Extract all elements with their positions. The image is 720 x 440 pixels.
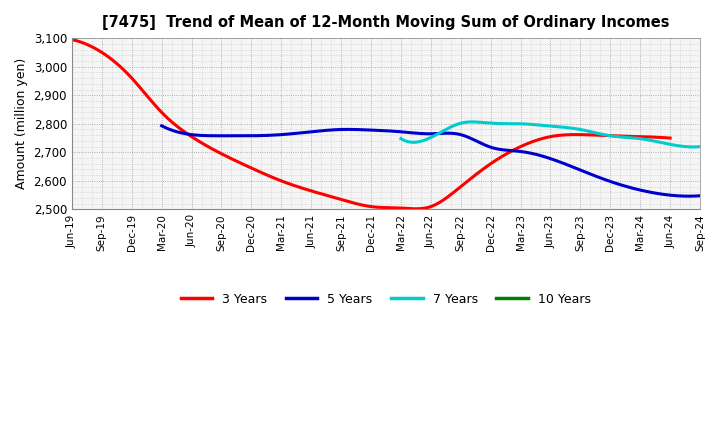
Legend: 3 Years, 5 Years, 7 Years, 10 Years: 3 Years, 5 Years, 7 Years, 10 Years: [176, 288, 595, 311]
Y-axis label: Amount (million yen): Amount (million yen): [15, 58, 28, 189]
Title: [7475]  Trend of Mean of 12-Month Moving Sum of Ordinary Incomes: [7475] Trend of Mean of 12-Month Moving …: [102, 15, 670, 30]
